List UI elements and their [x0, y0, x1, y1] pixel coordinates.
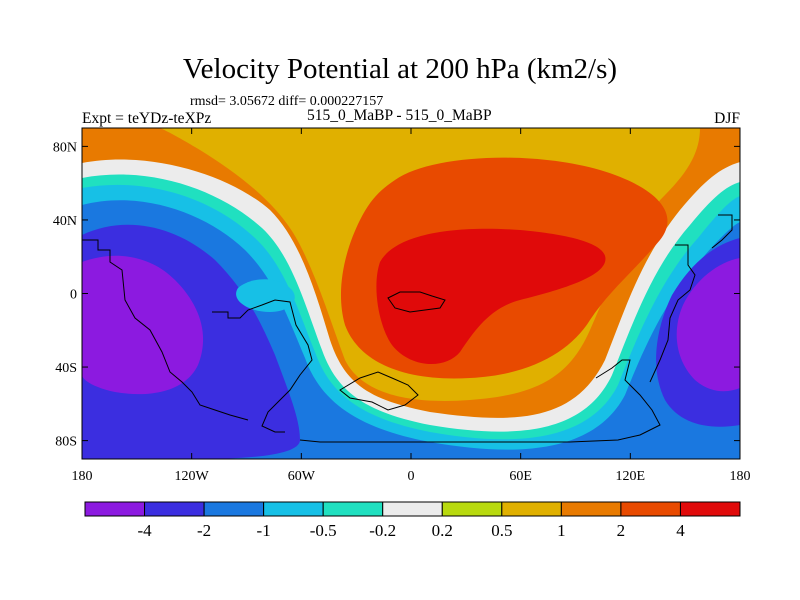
y-axis: 80N 40N 0 40S 80S — [53, 140, 740, 450]
colorbar-label: -0.5 — [310, 521, 337, 540]
colorbar-label: 0.2 — [432, 521, 453, 540]
contour-field — [82, 128, 740, 459]
x-tick-label: 120E — [616, 469, 646, 484]
colorbar-swatch — [203, 501, 265, 517]
y-tick-label: 80N — [53, 140, 77, 155]
colorbar-label: 2 — [617, 521, 626, 540]
colorbar-label: 0.5 — [491, 521, 512, 540]
y-tick-label: 40S — [55, 361, 77, 376]
colorbar-label: -2 — [197, 521, 211, 540]
colorbar-swatch — [382, 501, 443, 517]
colorbar-swatch — [560, 501, 622, 517]
negative-center-western-pacific — [676, 258, 740, 392]
negative-center-central-pacific — [82, 255, 204, 395]
colorbar-swatch — [620, 501, 681, 517]
colorbar-label: 1 — [557, 521, 566, 540]
colorbar-swatch — [263, 501, 324, 517]
x-tick-label: 180 — [72, 469, 93, 484]
run-label: 515_0_MaBP - 515_0_MaBP — [307, 107, 492, 124]
colorbar-swatch — [679, 501, 741, 517]
colorbar-label: 4 — [676, 521, 685, 540]
weak-negative-blob — [236, 279, 295, 312]
colorbar-label: -0.2 — [369, 521, 396, 540]
colorbar-swatch — [322, 501, 384, 517]
colorbar-label: -4 — [137, 521, 152, 540]
positive-center-africa-indian-ocean — [376, 228, 606, 365]
coastlines — [82, 214, 733, 443]
y-tick-label: 40N — [53, 214, 77, 229]
x-tick-label: 60E — [509, 469, 532, 484]
x-tick-label: 180 — [730, 469, 751, 484]
chart-subtitle: rmsd= 3.05672 diff= 0.000227157 — [190, 94, 384, 109]
x-tick-label: 120W — [175, 469, 210, 484]
x-axis: 180 120W 60W 0 60E 120E 180 — [72, 128, 751, 484]
x-tick-label: 60W — [288, 469, 316, 484]
y-tick-label: 80S — [55, 435, 77, 450]
x-tick-label: 0 — [408, 469, 415, 484]
colorbar-swatch — [84, 501, 146, 517]
season-label: DJF — [714, 110, 740, 127]
colorbar-label: -1 — [257, 521, 271, 540]
y-tick-label: 0 — [70, 288, 77, 303]
colorbar-swatch — [441, 501, 503, 517]
colorbar-swatch — [144, 501, 205, 517]
colorbar-swatch — [501, 501, 562, 517]
experiment-label: Expt = teYDz-teXPz — [82, 110, 212, 127]
chart-title: Velocity Potential at 200 hPa (km2/s) — [182, 53, 618, 85]
colorbar: -4 -2 -1 -0.5 -0.2 0.2 0.5 1 2 4 — [84, 501, 741, 540]
